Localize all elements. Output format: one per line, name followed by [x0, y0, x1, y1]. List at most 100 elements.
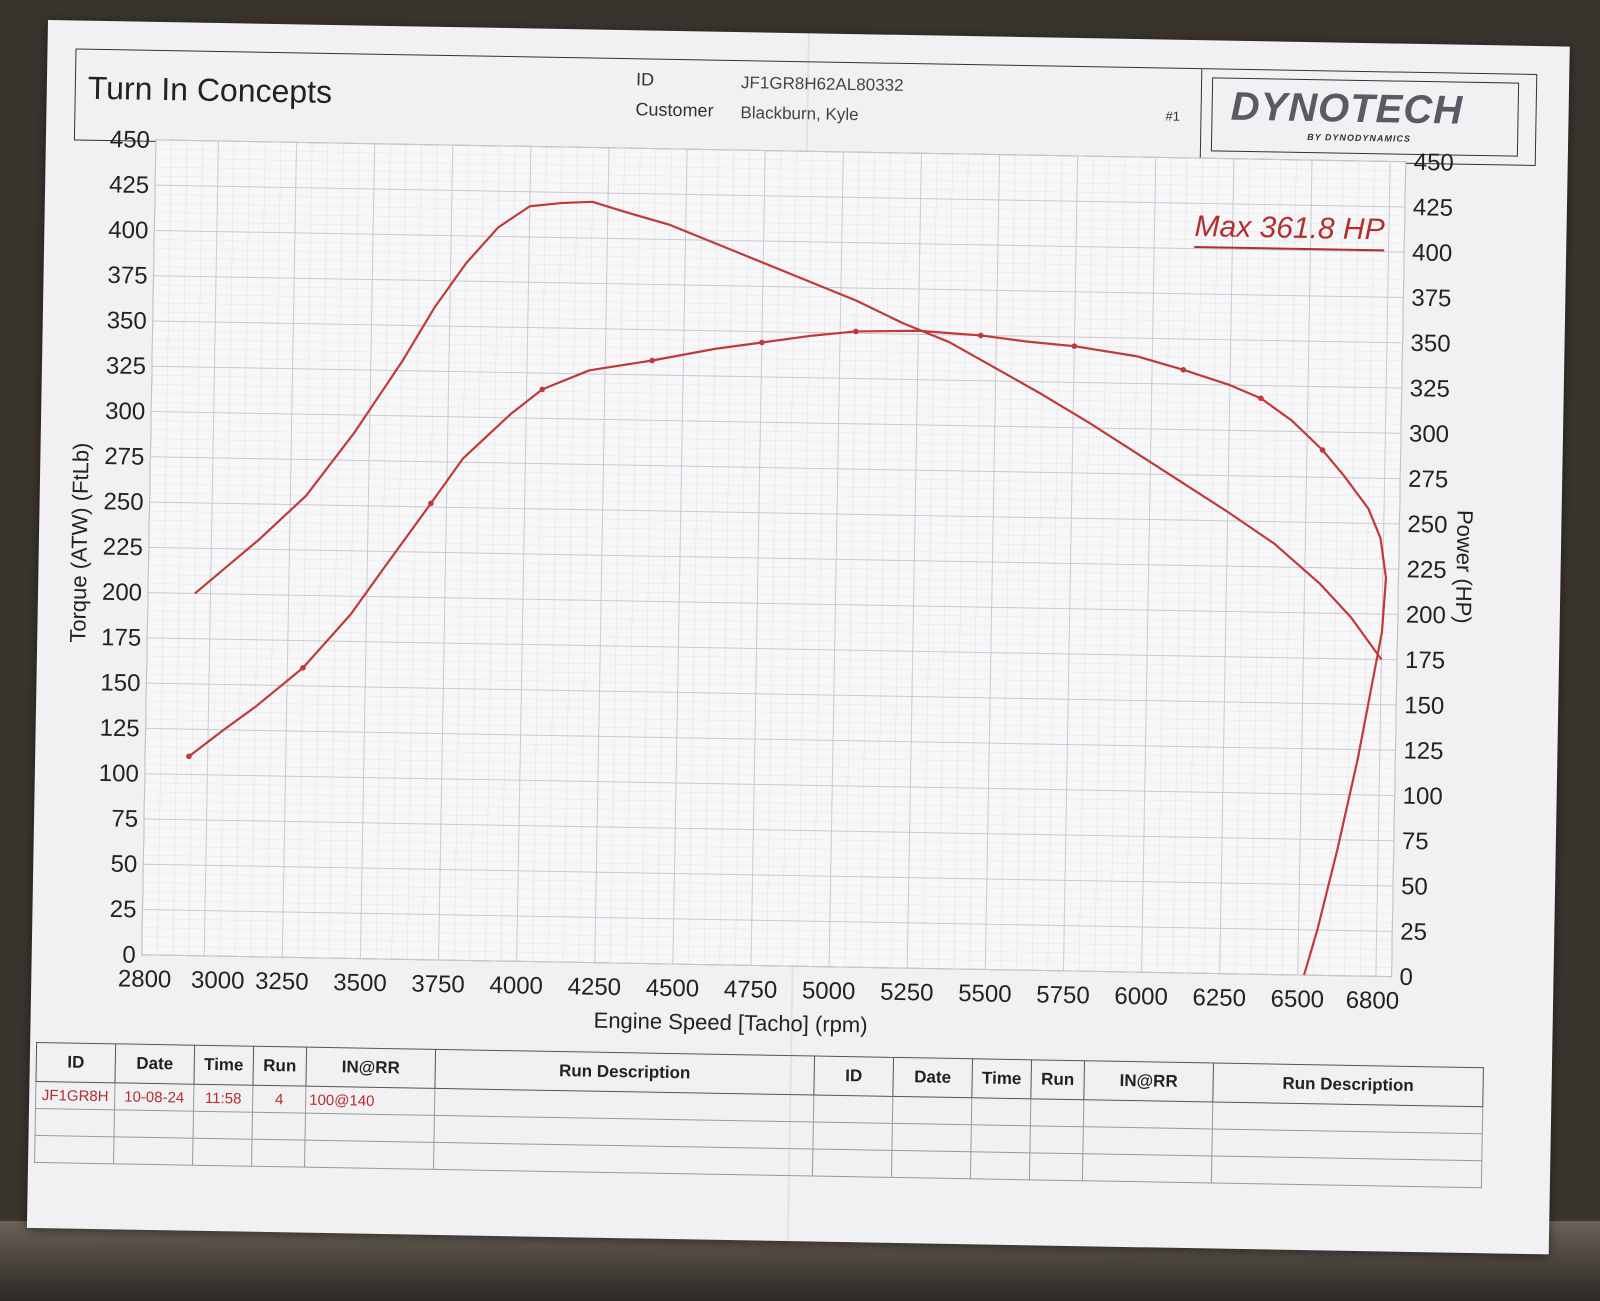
grid-line-h — [151, 411, 1402, 434]
grid-line-h — [148, 556, 1399, 579]
y-tick-label-left: 450 — [110, 126, 151, 154]
x-tick-label: 5250 — [880, 979, 934, 1007]
grid-line-h — [148, 538, 1399, 561]
grid-line-h — [148, 592, 1398, 615]
cell-time: 11:58 — [193, 1084, 253, 1113]
dyno-sheet: Turn In Concepts ID JF1GR8H62AL80332 Cus… — [26, 20, 1570, 1255]
grid-line-h — [150, 447, 1401, 470]
grid-line-h — [150, 456, 1401, 480]
x-tick-label: 6000 — [1114, 983, 1168, 1011]
grid-line-h — [147, 628, 1398, 651]
grid-line-h — [153, 293, 1404, 316]
grid-line-h — [154, 229, 1405, 253]
col-run-2: Run — [1030, 1059, 1085, 1100]
y-tick-label-right: 200 — [1406, 602, 1447, 630]
y-tick-label-left: 300 — [105, 398, 146, 426]
x-tick-label: 4750 — [724, 976, 778, 1004]
cell-inrr-2 — [1082, 1126, 1213, 1156]
grid-line-h — [146, 682, 1397, 706]
grid-line-h — [150, 465, 1401, 488]
y-tick-label-right: 325 — [1410, 375, 1451, 403]
y-tick-label-left: 350 — [106, 307, 147, 335]
grid-line-h — [144, 809, 1395, 832]
y-axis-title-left: Torque (ATW) (FtLb) — [65, 442, 93, 642]
y-tick-label-right: 50 — [1401, 873, 1428, 900]
x-tick-label: 6250 — [1192, 984, 1246, 1012]
x-tick-label: 3500 — [333, 969, 387, 997]
y-tick-label-left: 325 — [106, 352, 147, 380]
grid-line-h — [149, 483, 1400, 507]
x-tick-label: 4000 — [489, 972, 543, 1000]
y-tick-label-right: 400 — [1412, 239, 1453, 267]
y-tick-label-right: 275 — [1408, 466, 1449, 494]
x-axis-title: Engine Speed [Tacho] (rpm) — [593, 1008, 867, 1038]
grid-line-h — [147, 646, 1397, 670]
grid-line-h — [154, 203, 1405, 226]
y-tick-label-left: 0 — [122, 941, 136, 968]
y-tick-label-right: 25 — [1400, 918, 1427, 945]
cell-date: 10-08-24 — [114, 1082, 194, 1112]
cell-run — [251, 1112, 306, 1141]
y-tick-label-right: 0 — [1399, 964, 1413, 991]
power-marker — [977, 332, 984, 339]
col-inrr-2: IN@RR — [1083, 1060, 1214, 1102]
grid-line-h — [146, 691, 1397, 715]
cell-inrr-2 — [1083, 1099, 1213, 1129]
col-id: ID — [35, 1042, 116, 1083]
dyno-chart: 0255075100125150175200225250275300325350… — [65, 126, 1478, 1038]
grid-line-h — [151, 365, 1402, 389]
grid-line-h — [145, 755, 1395, 778]
x-tick-label: 6500 — [1270, 985, 1324, 1013]
col-date-2: Date — [892, 1057, 973, 1098]
power-curve — [188, 329, 1388, 976]
y-tick-label-right: 100 — [1402, 783, 1443, 811]
y-tick-label-right: 300 — [1409, 420, 1450, 448]
grid-line-h — [147, 619, 1398, 642]
grid-line-h — [145, 746, 1396, 769]
cell-time-2 — [970, 1124, 1031, 1153]
grid-line-h — [151, 375, 1402, 398]
grid-line-h — [143, 836, 1394, 860]
grid-line-h — [143, 873, 1393, 896]
grid-line-h — [150, 438, 1401, 461]
grid-line-h — [144, 800, 1395, 823]
x-tick-label: 5750 — [1036, 981, 1090, 1009]
grid-line-h — [142, 882, 1393, 905]
grid-line-h — [148, 574, 1399, 597]
x-ticks: 2800 3000 3250 3500 3750 4000 4250 4500 4750 5000… — [118, 965, 1400, 1014]
grid-line-h — [152, 311, 1403, 334]
y-axis-title-right: Power (HP) — [1451, 510, 1478, 624]
y-tick-label-right: 175 — [1405, 647, 1446, 675]
x-tick-label: 5000 — [802, 977, 856, 1005]
cell-date-2 — [891, 1123, 972, 1152]
grid-line-h — [154, 212, 1405, 235]
y-tick-label-left: 75 — [111, 805, 138, 832]
torque-curve — [194, 200, 1383, 661]
cell-inrr — [304, 1113, 435, 1143]
grid-line-h — [151, 393, 1402, 416]
grid-line-h — [142, 927, 1392, 950]
grid-line-h — [150, 429, 1401, 452]
y-tick-label-left: 25 — [110, 896, 137, 923]
cell-inrr-2 — [1082, 1153, 1212, 1183]
power-marker — [428, 500, 434, 507]
cell-run-2 — [1029, 1125, 1084, 1154]
grid-line-h — [153, 284, 1404, 307]
grid-line-h — [145, 710, 1396, 733]
grid-line-h — [144, 782, 1395, 805]
y-tick-label-left: 175 — [101, 624, 142, 652]
grid-line-h — [155, 184, 1405, 208]
grid-line-h — [153, 275, 1404, 299]
cell-id-2 — [812, 1122, 893, 1151]
grid-line-h — [146, 664, 1397, 688]
x-tick-label: 6800 — [1345, 987, 1399, 1015]
grid — [141, 139, 1407, 978]
y-tick-label-left: 425 — [109, 171, 150, 199]
x-tick-label: 5500 — [958, 980, 1012, 1008]
grid-line-h — [143, 845, 1394, 869]
grid-line-h — [144, 818, 1394, 842]
y-tick-label-left: 50 — [110, 851, 137, 878]
grid-line-h — [143, 854, 1394, 878]
cell-time — [193, 1111, 253, 1140]
grid-line-h — [146, 655, 1397, 679]
